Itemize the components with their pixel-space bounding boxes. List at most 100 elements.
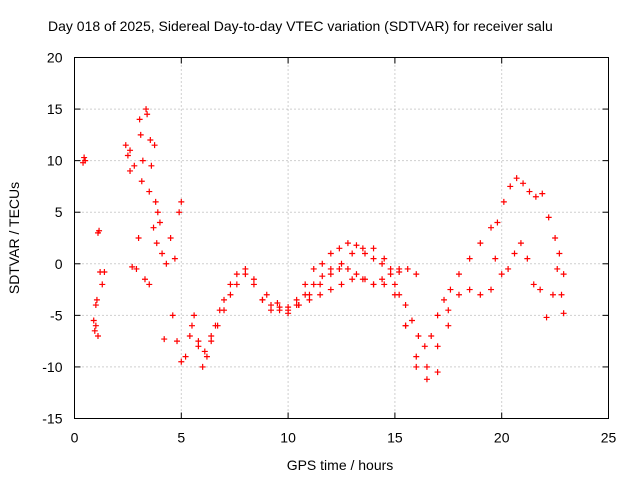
data-point: [178, 198, 185, 205]
plot-frame: [74, 57, 609, 419]
data-point: [274, 299, 281, 306]
data-point: [492, 255, 499, 262]
data-point: [137, 131, 144, 138]
y-axis-title: SDTVAR / TECUs: [6, 182, 22, 294]
data-point: [306, 296, 313, 303]
data-point: [81, 154, 88, 161]
data-point: [133, 265, 140, 272]
data-point: [554, 265, 561, 272]
data-point: [302, 281, 309, 288]
data-point: [227, 281, 234, 288]
data-point: [396, 291, 403, 298]
series-trace-d: [295, 224, 495, 383]
y-tick-label: 0: [55, 256, 63, 272]
data-point: [242, 271, 249, 278]
data-point: [344, 240, 351, 247]
data-point: [124, 152, 131, 159]
data-point: [127, 147, 134, 154]
data-point: [413, 363, 420, 370]
data-point: [359, 245, 366, 252]
data-point: [147, 137, 154, 144]
data-point: [146, 188, 153, 195]
data-point: [445, 307, 452, 314]
data-point: [233, 281, 240, 288]
data-point: [174, 338, 181, 345]
data-point: [466, 255, 473, 262]
series-trace-e: [396, 286, 454, 350]
data-point: [182, 353, 189, 360]
data-point: [176, 209, 183, 216]
data-point: [466, 286, 473, 293]
x-tick-label: 15: [387, 430, 403, 446]
data-point: [135, 235, 142, 241]
data-point: [361, 250, 368, 257]
data-point: [227, 291, 234, 298]
data-point: [276, 304, 283, 311]
data-point: [336, 265, 343, 272]
data-point: [494, 219, 501, 226]
data-point: [498, 271, 505, 278]
data-point: [96, 227, 103, 234]
data-point: [408, 317, 415, 324]
data-point: [319, 273, 326, 280]
data-point: [141, 276, 148, 283]
data-point: [153, 240, 160, 247]
x-axis-title: GPS time / hours: [287, 457, 394, 473]
data-point: [539, 190, 546, 197]
data-point: [517, 240, 524, 247]
data-point: [82, 157, 89, 164]
data-point: [404, 265, 411, 272]
data-point: [250, 281, 257, 288]
data-point: [146, 281, 153, 288]
data-point: [263, 291, 270, 298]
grid-lines: [74, 57, 609, 419]
data-point: [477, 240, 484, 247]
data-point: [178, 358, 185, 365]
data-point: [381, 255, 388, 262]
data-point: [143, 106, 150, 113]
data-point: [558, 291, 565, 298]
data-point: [338, 260, 345, 267]
data-point: [513, 175, 520, 182]
data-point: [543, 314, 550, 321]
data-series: [80, 106, 567, 383]
data-point: [250, 276, 257, 283]
data-point: [139, 157, 146, 164]
x-tick-label: 10: [280, 430, 296, 446]
data-point: [520, 180, 527, 187]
data-point: [327, 286, 334, 293]
data-point: [150, 224, 157, 231]
data-point: [537, 286, 544, 293]
data-point: [293, 296, 300, 303]
data-point: [186, 332, 193, 339]
data-point: [93, 296, 100, 303]
data-point: [391, 281, 398, 288]
data-point: [505, 265, 512, 272]
data-point: [530, 281, 537, 288]
y-tick-label: 5: [55, 204, 63, 220]
series-trace-b: [188, 265, 420, 355]
data-point: [511, 250, 518, 257]
data-point: [203, 353, 210, 360]
data-point: [195, 338, 202, 345]
data-point: [413, 271, 420, 278]
data-point: [201, 348, 208, 355]
data-point: [349, 250, 356, 257]
data-point: [259, 296, 266, 303]
data-point: [477, 291, 484, 298]
data-point: [242, 265, 249, 272]
y-tick-label: -10: [42, 359, 62, 375]
data-point: [285, 304, 292, 311]
data-point: [387, 271, 394, 278]
data-point: [396, 265, 403, 272]
data-point: [336, 245, 343, 252]
data-point: [195, 343, 202, 350]
data-point: [556, 250, 563, 257]
data-point: [532, 193, 539, 200]
data-point: [359, 276, 366, 283]
data-point: [154, 209, 161, 216]
y-tick-label: 10: [47, 153, 63, 169]
data-point: [387, 265, 394, 272]
chart-title: Day 018 of 2025, Sidereal Day-to-day VTE…: [48, 18, 553, 34]
